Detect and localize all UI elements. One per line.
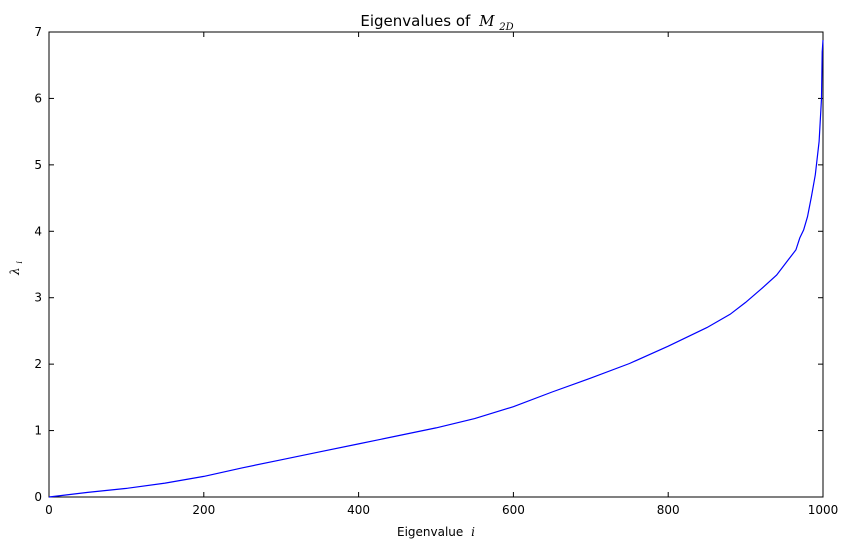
y-axis-label: λ i <box>8 261 24 276</box>
x-axis-label-text: Eigenvalue <box>397 525 463 539</box>
x-tick-label: 600 <box>502 503 525 517</box>
x-tick-label: 0 <box>45 503 53 517</box>
y-axis-label-text: λ <box>8 267 22 276</box>
y-tick-label: 7 <box>34 25 42 39</box>
x-tick-label: 1000 <box>808 503 839 517</box>
y-tick-label: 5 <box>34 158 42 172</box>
y-tick-label: 2 <box>34 357 42 371</box>
x-tick-label: 200 <box>192 503 215 517</box>
y-tick-label: 0 <box>34 490 42 504</box>
series-line <box>48 39 824 498</box>
y-axis-label-subscript: i <box>15 261 24 264</box>
y-tick-label: 1 <box>34 424 42 438</box>
chart-title-text: Eigenvalues of <box>360 12 471 30</box>
x-tick-label: 800 <box>657 503 680 517</box>
x-axis-ticks: 0 200 400 600 800 1000 <box>45 32 838 517</box>
chart-title: Eigenvalues of M 2D <box>360 12 513 33</box>
plot-frame <box>48 31 824 498</box>
x-axis-label-math: i <box>471 525 475 539</box>
chart-title-subscript: 2D <box>498 22 513 33</box>
y-tick-label: 4 <box>34 224 42 238</box>
chart-title-math: M <box>478 12 495 30</box>
y-axis-ticks: 0 1 2 3 4 5 6 7 <box>34 25 823 504</box>
y-tick-label: 3 <box>34 291 42 305</box>
y-tick-label: 6 <box>34 91 42 105</box>
x-axis-label: Eigenvalue i <box>397 525 475 539</box>
x-tick-label: 400 <box>347 503 370 517</box>
